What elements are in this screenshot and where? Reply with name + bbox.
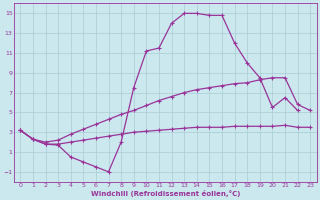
X-axis label: Windchill (Refroidissement éolien,°C): Windchill (Refroidissement éolien,°C) — [91, 190, 240, 197]
